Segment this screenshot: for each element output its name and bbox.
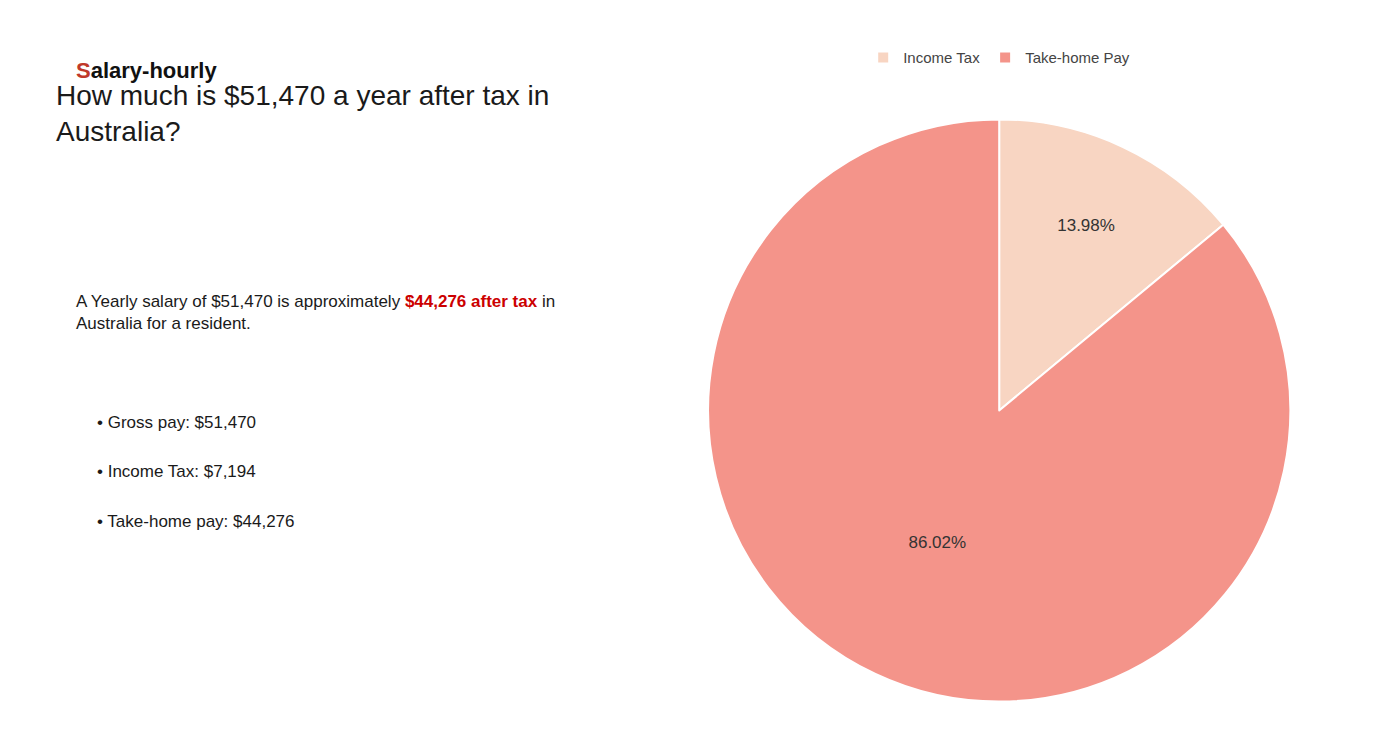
svg-text:86.02%: 86.02% [908,533,966,552]
svg-text:Salary-hourly: Salary-hourly [76,58,217,83]
svg-text:Income Tax: Income Tax [903,49,980,66]
svg-text:• Take-home pay: $44,276: • Take-home pay: $44,276 [97,512,295,531]
svg-text:13.98%: 13.98% [1057,216,1115,235]
svg-text:• Gross pay: $51,470: • Gross pay: $51,470 [97,413,256,432]
svg-text:• Income Tax: $7,194: • Income Tax: $7,194 [97,462,256,481]
svg-text:How much is $51,470 a year aft: How much is $51,470 a year after tax inA… [56,80,549,147]
svg-text:A Yearly salary of $51,470 is: A Yearly salary of $51,470 is approximat… [76,292,555,333]
svg-text:Take-home Pay: Take-home Pay [1025,49,1130,66]
